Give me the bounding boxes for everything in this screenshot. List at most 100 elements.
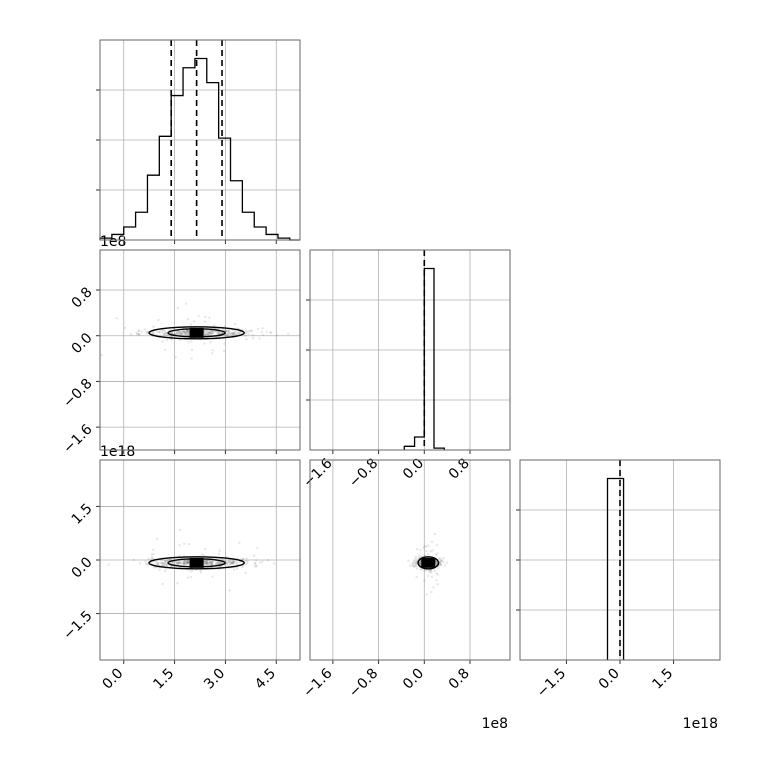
scatter-2-1-scatter-point — [431, 549, 434, 552]
scatter-1-0-ytick-label-2: −0.8 — [60, 376, 95, 411]
scatter-1-0-scatter-point — [223, 342, 226, 345]
scatter-1-0-scatter-point — [207, 332, 211, 336]
scatter-1-0-scatter-point — [211, 332, 214, 335]
scatter-2-0-scatter-point — [161, 582, 164, 586]
scatter-1-0-scatter-point — [135, 332, 139, 336]
scatter-2-1-scatter-point — [419, 563, 422, 566]
scatter-1-0-scatter-point — [187, 331, 190, 334]
scatter-1-0-scatter-point — [206, 333, 209, 336]
scatter-2-0-scatter-point — [177, 560, 181, 564]
scatter-1-0-scatter-point — [256, 327, 260, 331]
scatter-1-0-scatter-point — [207, 329, 211, 332]
scatter-2-1-scatter-point — [436, 552, 439, 555]
scatter-2-1-scatter-point — [440, 559, 444, 562]
scatter-1-0-scatter-point — [260, 330, 263, 334]
scatter-2-0-scatter-point — [231, 561, 235, 564]
scatter-2-1-scatter-point — [442, 556, 445, 560]
scatter-2-1-scatter-point — [436, 583, 439, 586]
scatter-2-0-scatter-point — [253, 562, 257, 565]
scatter-2-1-scatter-point — [439, 562, 442, 565]
scatter-2-0-scatter-point — [159, 561, 163, 564]
scatter-2-0-scatter-point — [147, 557, 150, 561]
scatter-2-1-scatter-point — [430, 575, 434, 579]
scatter-2-1-scatter-point — [419, 562, 422, 566]
scatter-2-0-scatter-point — [216, 560, 220, 564]
scatter-1-0-scatter-point — [163, 348, 167, 351]
scatter-2-0-scatter-point — [229, 560, 232, 564]
scatter-1-0-scatter-point — [164, 331, 167, 334]
scatter-2-0-scatter-point — [255, 564, 258, 567]
scatter-2-0-scatter-point — [204, 561, 208, 564]
scatter-2-0-scatter-point — [272, 562, 276, 565]
scatter-2-0-scatter-point — [185, 561, 189, 565]
scatter-2-0-scatter-point — [182, 562, 186, 565]
scatter-1-0-scatter-point — [145, 332, 148, 335]
scatter-2-0-scatter-point — [241, 565, 244, 569]
scatter-1-0-scatter-point — [261, 333, 265, 336]
scatter-1-0-scatter-point — [182, 330, 186, 333]
scatter-2-0-scatter-point — [235, 561, 239, 565]
scatter-2-1-scatter-point — [429, 550, 432, 553]
scatter-1-0-scatter-point — [226, 334, 230, 337]
scatter-1-0-scatter-point — [223, 329, 227, 332]
scatter-1-0-scatter-point — [181, 332, 185, 335]
scatter-2-0-scatter-point — [205, 561, 209, 565]
scatter-2-0-density-peak — [189, 557, 204, 568]
scatter-2-0-scatter-point — [147, 563, 150, 567]
scatter-1-0-scatter-point — [224, 334, 227, 338]
scatter-2-0-scatter-point — [182, 562, 185, 566]
scatter-2-0-ytick-label-0: 1.5 — [69, 501, 96, 528]
scatter-1-0-scatter-point — [225, 333, 228, 336]
scatter-1-0-scatter-point — [212, 330, 215, 333]
scatter-2-1-scatter-point — [414, 562, 417, 565]
scatter-2-0-scatter-point — [185, 560, 188, 563]
scatter-2-0-scatter-point — [230, 561, 233, 565]
scatter-2-1-scatter-point — [439, 562, 442, 565]
scatter-2-0-scatter-point — [160, 563, 164, 567]
scatter-1-0-scatter-point — [137, 333, 140, 336]
scatter-1-0-scatter-point — [179, 332, 182, 335]
scatter-2-0-scatter-point — [165, 563, 169, 567]
scatter-1-0-scatter-point — [163, 332, 166, 336]
scatter-2-0-scatter-point — [144, 562, 148, 565]
scatter-2-0-scatter-point — [178, 561, 182, 565]
scatter-1-0-scatter-point — [210, 331, 213, 335]
scatter-2-0-scatter-point — [215, 562, 218, 566]
scatter-2-0-scatter-point — [241, 557, 245, 561]
scatter-1-0-scatter-point — [186, 329, 189, 333]
scatter-1-0-scatter-point — [180, 332, 183, 336]
scatter-2-0-scatter-point — [253, 554, 256, 557]
scatter-2-0-scatter-point — [183, 561, 186, 565]
scatter-2-1-scatter-point — [428, 569, 431, 573]
scatter-2-1-scatter-point — [439, 563, 443, 567]
scatter-1-0-scatter-point — [161, 329, 165, 332]
scatter-2-0-scatter-point — [209, 561, 212, 564]
scatter-1-0-scatter-point — [137, 329, 141, 332]
scatter-1-0-scatter-point — [204, 334, 207, 337]
scatter-2-1-scatter-point — [414, 557, 417, 561]
scatter-1-0-ytick-label-0: 0.8 — [69, 284, 96, 311]
scatter-2-1-contour-outer — [417, 556, 440, 570]
scatter-1-0-scatter-point — [180, 332, 183, 336]
scatter-1-0-scatter-point — [219, 332, 223, 335]
scatter-2-0-scatter-point — [187, 542, 191, 546]
scatter-2-0-scatter-point — [185, 563, 188, 566]
scatter-2-1-scatter-point — [418, 554, 421, 558]
scatter-1-0-scatter-point — [179, 331, 182, 334]
scatter-1-0-scatter-point — [187, 341, 190, 344]
scatter-2-0-scatter-point — [211, 563, 214, 566]
scatter-2-1-density-peak — [421, 557, 436, 568]
scatter-1-0-scatter-point — [209, 331, 212, 334]
scatter-2-0-scatter-point — [208, 561, 211, 565]
scatter-1-0-scatter-point — [174, 355, 177, 359]
scatter-2-1-scatter-point — [414, 560, 417, 563]
scatter-2-0-scatter-point — [203, 560, 207, 563]
scatter-2-0-scatter-point — [107, 563, 110, 566]
scatter-2-0-scatter-point — [163, 560, 167, 563]
scatter-2-0-scatter-point — [242, 557, 245, 561]
scatter-2-1-scatter-point — [422, 569, 426, 572]
scatter-2-0-scatter-point — [152, 566, 156, 569]
scatter-1-0-scatter-point — [176, 331, 179, 334]
scatter-2-1-scatter-point — [445, 561, 449, 564]
scatter-2-0-scatter-point — [160, 561, 163, 565]
